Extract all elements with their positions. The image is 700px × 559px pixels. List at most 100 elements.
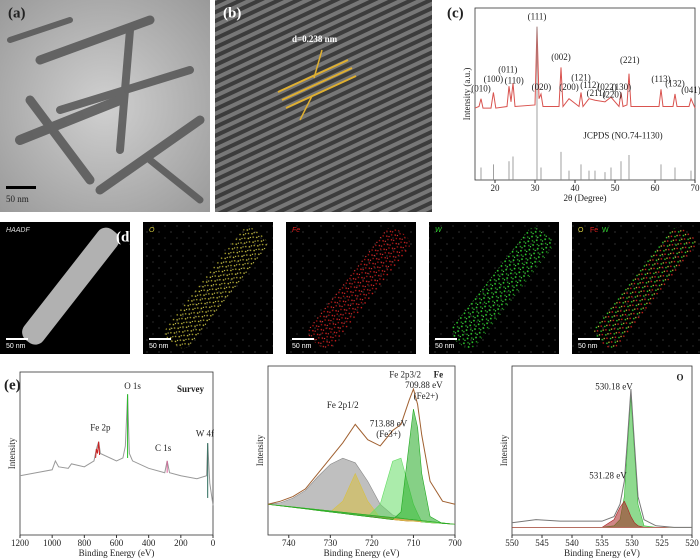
spectrum-line <box>95 441 101 458</box>
annotation: (002) <box>551 52 571 62</box>
annotation: (132) <box>665 79 685 89</box>
x-tick-label: 540 <box>565 538 579 548</box>
annotation: (220) <box>602 90 622 100</box>
x-tick-label: 800 <box>78 538 92 548</box>
nanorod <box>308 227 410 349</box>
decor-rect <box>215 0 432 212</box>
y-axis-label: Intensity <box>499 434 509 466</box>
scale-label: 50 nm <box>6 194 29 204</box>
annotation: (100) <box>484 74 504 84</box>
annotation: Fe 2p1/2 <box>327 400 359 410</box>
map-tag: W <box>602 227 609 234</box>
x-tick-label: 20 <box>491 183 501 193</box>
scale-label: 50 nm <box>6 343 26 350</box>
annotation: (221) <box>620 55 640 65</box>
decor-g <box>299 49 323 121</box>
x-axis-label: Binding Energy (eV) <box>324 548 400 558</box>
lattice-spacing: d=0.238 nm <box>292 34 338 44</box>
x-tick-label: 700 <box>448 538 462 548</box>
annotation: (121) <box>571 72 591 82</box>
annotation: W 4f <box>196 428 214 438</box>
scale-bar <box>292 338 314 340</box>
panel-b: d=0.238 nm (b) <box>215 0 432 212</box>
map-tag: Fe <box>590 227 598 234</box>
plot-frame <box>19 371 214 536</box>
map-tag: O <box>578 227 584 234</box>
spectrum-line <box>511 389 692 528</box>
map-tag: Fe <box>292 227 300 234</box>
x-tick-label: 535 <box>595 538 609 548</box>
x-tick-label: 200 <box>174 538 188 548</box>
annotation: (200) <box>559 82 579 92</box>
x-tick-label: 525 <box>655 538 669 548</box>
decor-line <box>25 95 95 185</box>
fit-peak <box>267 408 456 525</box>
decor-line <box>281 67 353 101</box>
decor-g <box>277 59 357 109</box>
scale-bar <box>149 338 171 340</box>
annotation: (113) <box>651 74 670 84</box>
x-tick-label: 0 <box>211 538 216 548</box>
annotation: (Fe3+) <box>376 429 401 439</box>
decor-line <box>95 115 205 195</box>
scale-bar <box>435 338 457 340</box>
annotation: (111) <box>528 11 547 21</box>
decor-line <box>313 49 323 79</box>
scale-label: 50 nm <box>435 343 455 350</box>
map-tag: HAADF <box>6 227 30 234</box>
panel-label: (d) <box>116 229 134 245</box>
annotation: 530.18 eV <box>595 382 633 392</box>
x-tick-label: 720 <box>365 538 379 548</box>
decor-line <box>15 95 125 145</box>
annotation: Fe 2p3/2 <box>389 369 421 379</box>
annotation: Fe <box>434 369 444 379</box>
x-tick-label: 1000 <box>43 538 62 548</box>
x-tick-label: 740 <box>282 538 296 548</box>
x-tick-label: 400 <box>142 538 156 548</box>
annotation: (112) <box>580 80 599 90</box>
annotation: (Fe2+) <box>414 391 439 401</box>
annotation: (130) <box>612 82 632 92</box>
annotation: O <box>676 372 683 382</box>
plot-frame <box>267 365 456 536</box>
decor-line <box>299 95 313 121</box>
x-tick-label: 730 <box>324 538 338 548</box>
annotation: (022) <box>597 82 617 92</box>
nanorod <box>165 227 267 349</box>
x-tick-label: 710 <box>407 538 421 548</box>
annotation: 531.28 eV <box>589 471 627 481</box>
annotation: C 1s <box>155 443 172 453</box>
scale-label: 50 nm <box>292 343 312 350</box>
scale-bar <box>578 338 600 340</box>
x-tick-label: 60 <box>651 183 661 193</box>
x-axis-label: 2θ (Degree) <box>563 193 606 203</box>
x-tick-label: 530 <box>625 538 639 548</box>
x-tick-label: 550 <box>505 538 519 548</box>
annotation: (010) <box>471 83 491 93</box>
scale-label: 50 nm <box>578 343 598 350</box>
x-tick-label: 50 <box>611 183 621 193</box>
fit-peak <box>512 500 692 528</box>
spectrum-line <box>474 26 696 109</box>
panel-label: (e) <box>4 377 21 393</box>
panel-d: HAADF 50 nm O 50 nm Fe 50 nm W 50 nm O Fe W 50 nm <box>0 222 700 354</box>
x-axis-label: Binding Energy (eV) <box>79 548 155 558</box>
x-tick-label: 600 <box>110 538 124 548</box>
x-tick-label: 30 <box>531 183 541 193</box>
y-axis-label: Intensity <box>255 434 265 466</box>
decor-line <box>146 156 204 204</box>
annotation: (110) <box>505 76 524 86</box>
x-tick-label: 70 <box>691 183 700 193</box>
y-axis-label: Intensity (a.u.) <box>462 68 472 121</box>
decor-line <box>285 75 357 109</box>
annotation: (211) <box>587 88 606 98</box>
scale-bar <box>6 338 28 340</box>
decor-line <box>116 26 134 154</box>
decor-rect <box>6 186 36 189</box>
panel-label: (a) <box>8 5 26 21</box>
annotation: 709.88 eV <box>405 380 443 390</box>
annotation: (041) <box>681 85 700 95</box>
y-axis-label: Intensity <box>7 437 17 469</box>
annotation: 713.88 eV <box>370 418 408 428</box>
